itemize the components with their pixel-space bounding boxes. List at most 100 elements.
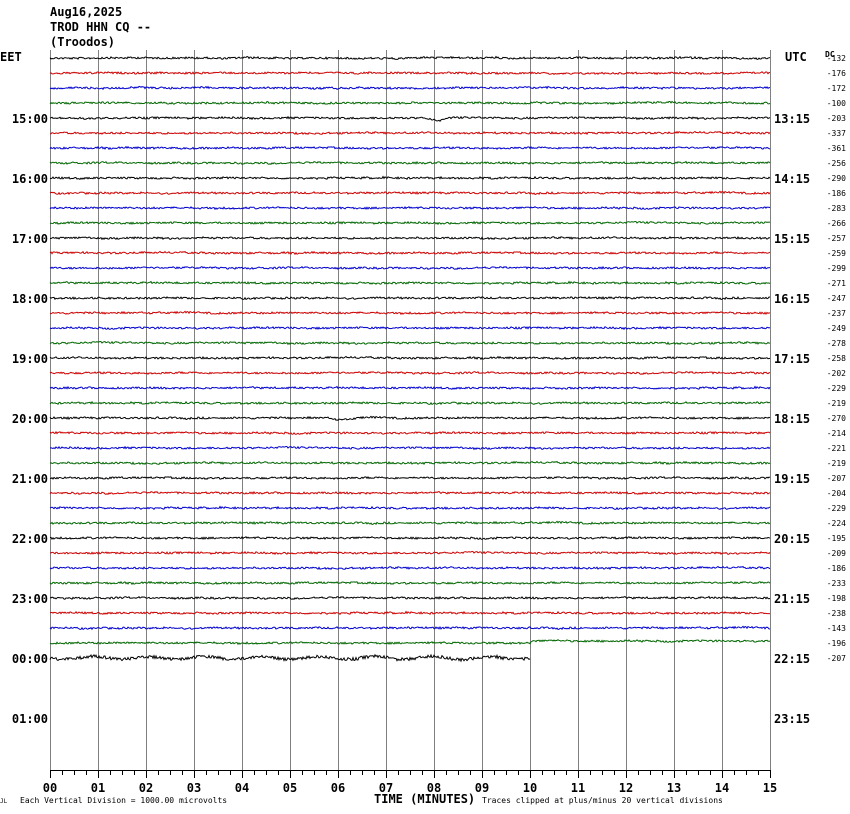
seismic-trace [49,100,771,106]
seismic-trace [49,610,771,616]
date-label: Aug16,2025 [50,5,123,19]
seismic-trace [49,160,771,166]
clip-note: Traces clipped at plus/minus 20 vertical… [482,796,723,805]
x-tick-label: 00 [43,781,57,795]
right-zone-label: UTC [785,50,807,64]
x-tick-label: 13 [667,781,681,795]
seismic-trace [49,505,771,511]
seismic-trace [49,295,771,301]
seismic-trace [49,400,771,406]
seismic-trace [49,595,771,601]
left-hour-label: 19:00 [12,352,48,366]
seismic-trace [49,550,771,556]
seismic-trace [49,625,771,631]
seismic-trace [49,85,771,91]
dc-offset-label: -186 [827,564,846,573]
corner-mark: JL [0,798,8,805]
seismic-trace [49,639,771,646]
left-hour-label: 16:00 [12,172,48,186]
dc-offset-label: -224 [827,519,846,528]
dc-offset-label: -257 [827,234,846,243]
seismic-trace [49,250,771,256]
x-tick-label: 08 [427,781,441,795]
dc-offset-label: -132 [827,54,846,63]
seismic-trace [49,371,771,376]
dc-offset-label: -229 [827,504,846,513]
seismic-trace [49,236,771,241]
seismic-trace [49,340,771,346]
left-hour-label: 17:00 [12,232,48,246]
dc-offset-label: -202 [827,369,846,378]
seismic-trace [49,565,771,571]
dc-offset-label: -299 [827,264,846,273]
seismic-trace [49,536,771,541]
dc-offset-label: -203 [827,114,846,123]
trace-group [49,55,771,663]
left-hour-label: 18:00 [12,292,48,306]
x-tick-label: 11 [571,781,585,795]
seismic-trace [49,385,771,390]
seismic-trace [49,310,771,316]
dc-offset-label: -229 [827,384,846,393]
dc-offset-label: -221 [827,444,846,453]
dc-offset-label: -271 [827,279,846,288]
dc-offset-label: -238 [827,609,846,618]
right-hour-label: 22:15 [774,652,810,666]
x-tick-label: 01 [91,781,105,795]
right-hour-label: 14:15 [774,172,810,186]
dc-offset-label: -176 [827,69,846,78]
left-hour-label: 01:00 [12,712,48,726]
dc-offset-label: -283 [827,204,846,213]
left-hour-label: 00:00 [12,652,48,666]
dc-offset-label: -337 [827,129,846,138]
x-tick-label: 15 [763,781,777,795]
dc-offset-label: -237 [827,309,846,318]
seismic-trace [49,71,771,76]
left-zone-label: EET [0,50,22,64]
x-tick-label: 12 [619,781,633,795]
x-tick-label: 10 [523,781,537,795]
dc-offset-label: -266 [827,219,846,228]
seismic-trace [49,415,771,421]
station-label: TROD HHN CQ -- [50,20,152,34]
left-hour-label: 23:00 [12,592,48,606]
dc-offset-label: -361 [827,144,846,153]
right-hour-label: 21:15 [774,592,810,606]
seismic-trace [49,476,771,481]
dc-offset-label: -219 [827,399,846,408]
x-tick-label: 05 [283,781,297,795]
x-tick-label: 04 [235,781,249,795]
site-label: (Troodos) [50,35,116,49]
seismic-trace [49,55,771,61]
dc-offset-label: -214 [827,429,846,438]
dc-offset-label: -219 [827,459,846,468]
seismic-trace [49,653,531,663]
dc-offset-label: -256 [827,159,846,168]
seismic-trace [49,265,771,271]
right-hour-label: 20:15 [774,532,810,546]
right-hour-label: 15:15 [774,232,810,246]
axis-labels: 00 01 02 03 04 05 06 07 08 09 10 11 12 13 14 15 15:00 16:… [12,54,846,795]
left-hour-label: 15:00 [12,112,48,126]
right-hour-label: 16:15 [774,292,810,306]
seismic-trace [49,520,771,525]
x-tick-label: 03 [187,781,201,795]
dc-offset-label: -207 [827,654,846,663]
x-tick-label: 06 [331,781,345,795]
right-hour-label: 18:15 [774,412,810,426]
seismic-trace [49,490,771,496]
dc-offset-label: -100 [827,99,846,108]
dc-offset-label: -278 [827,339,846,348]
dc-offset-label: -233 [827,579,846,588]
seismic-trace [49,145,771,151]
seismic-trace [49,220,771,226]
x-axis-title: TIME (MINUTES) [374,792,475,806]
dc-offset-label: -290 [827,174,846,183]
dc-offset-label: -195 [827,534,846,543]
right-hour-label: 19:15 [774,472,810,486]
seismic-trace [49,430,771,436]
dc-offset-label: -196 [827,639,846,648]
x-tick-label: 14 [715,781,729,795]
scale-note: Each Vertical Division = 1000.00 microvo… [20,796,227,805]
